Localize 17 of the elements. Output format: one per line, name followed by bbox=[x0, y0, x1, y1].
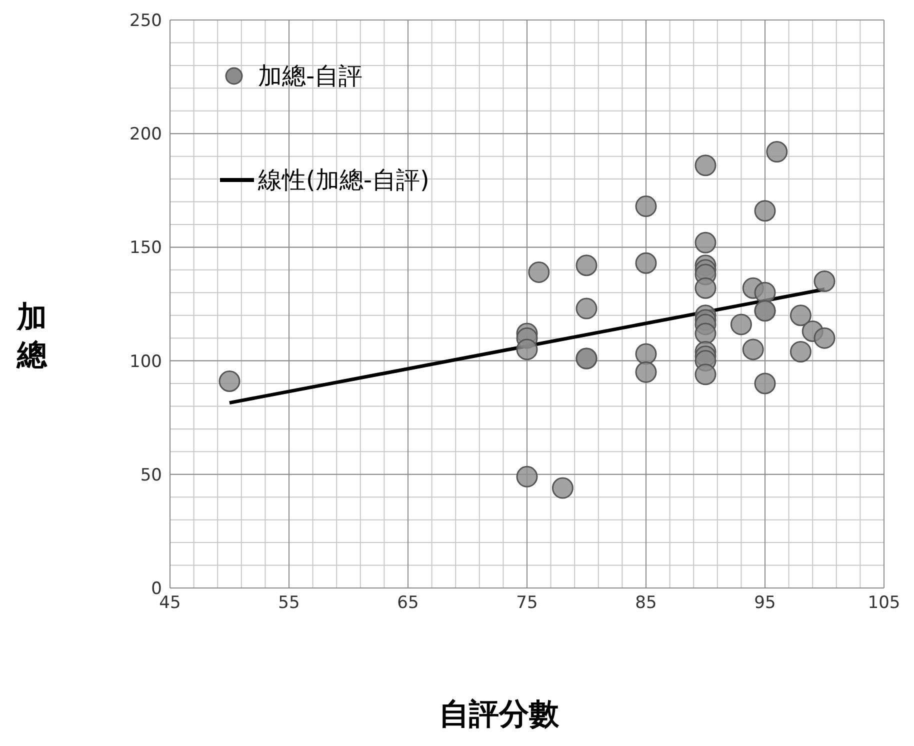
x-tick-label: 45 bbox=[159, 593, 181, 614]
y-tick-label: 50 bbox=[140, 465, 162, 486]
x-tick-label: 95 bbox=[754, 593, 776, 614]
y-tick-label: 200 bbox=[130, 124, 162, 145]
y-axis-title: 加總 bbox=[15, 299, 48, 375]
y-tick-label: 0 bbox=[151, 579, 162, 600]
legend-label: 線性(加總-自評) bbox=[258, 165, 430, 196]
x-tick-label: 55 bbox=[278, 593, 300, 614]
legend-label: 加總-自評 bbox=[258, 61, 363, 92]
x-axis-title: 自評分數 bbox=[438, 696, 560, 734]
x-tick-label: 105 bbox=[868, 593, 900, 614]
y-tick-label: 150 bbox=[130, 238, 162, 258]
x-tick-label: 75 bbox=[516, 593, 538, 614]
y-tick-label: 250 bbox=[130, 11, 162, 32]
y-tick-label: 100 bbox=[130, 352, 162, 372]
x-tick-label: 65 bbox=[397, 593, 419, 614]
x-tick-label: 85 bbox=[635, 593, 657, 614]
